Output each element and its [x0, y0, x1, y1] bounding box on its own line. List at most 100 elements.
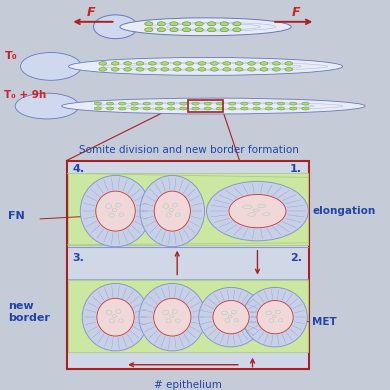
Ellipse shape	[166, 319, 171, 323]
Ellipse shape	[216, 107, 223, 110]
Ellipse shape	[173, 67, 181, 71]
Text: F: F	[291, 6, 300, 19]
Ellipse shape	[273, 67, 280, 71]
Ellipse shape	[223, 62, 231, 65]
Ellipse shape	[229, 107, 236, 110]
Ellipse shape	[136, 62, 144, 65]
Ellipse shape	[80, 176, 151, 247]
Text: Somite division and new border formation: Somite division and new border formation	[79, 145, 299, 155]
Ellipse shape	[157, 22, 165, 26]
Ellipse shape	[176, 213, 180, 216]
Ellipse shape	[207, 28, 216, 32]
Ellipse shape	[155, 107, 163, 110]
Text: 2.: 2.	[290, 253, 302, 263]
Ellipse shape	[183, 22, 191, 26]
Ellipse shape	[207, 22, 216, 26]
Ellipse shape	[223, 67, 231, 71]
Ellipse shape	[119, 319, 124, 322]
Ellipse shape	[225, 319, 230, 322]
Ellipse shape	[192, 107, 199, 110]
Text: elongation: elongation	[312, 206, 376, 216]
Ellipse shape	[99, 62, 107, 65]
Ellipse shape	[161, 67, 169, 71]
Ellipse shape	[260, 67, 268, 71]
Ellipse shape	[241, 102, 248, 105]
Ellipse shape	[275, 310, 280, 314]
Ellipse shape	[113, 315, 117, 318]
Ellipse shape	[211, 67, 218, 71]
Ellipse shape	[234, 319, 239, 322]
Ellipse shape	[143, 102, 151, 105]
Ellipse shape	[302, 107, 309, 110]
Ellipse shape	[229, 102, 236, 105]
Ellipse shape	[258, 204, 266, 208]
Ellipse shape	[120, 18, 291, 35]
Ellipse shape	[119, 102, 126, 105]
Ellipse shape	[149, 67, 156, 71]
Ellipse shape	[97, 298, 134, 336]
Ellipse shape	[140, 176, 205, 247]
Bar	[67, 174, 308, 245]
Ellipse shape	[220, 22, 229, 26]
Text: 3.: 3.	[73, 253, 84, 263]
Ellipse shape	[119, 107, 126, 110]
Ellipse shape	[229, 195, 286, 228]
Ellipse shape	[186, 62, 193, 65]
Ellipse shape	[216, 102, 223, 105]
Ellipse shape	[112, 209, 117, 212]
Ellipse shape	[260, 62, 268, 65]
Ellipse shape	[213, 301, 249, 334]
Ellipse shape	[220, 28, 229, 32]
Ellipse shape	[272, 315, 276, 317]
Ellipse shape	[233, 28, 241, 32]
Ellipse shape	[233, 22, 241, 26]
Ellipse shape	[253, 107, 260, 110]
Ellipse shape	[172, 310, 178, 313]
Ellipse shape	[228, 315, 232, 317]
Ellipse shape	[278, 319, 283, 322]
Ellipse shape	[109, 213, 114, 217]
Ellipse shape	[170, 22, 178, 26]
Ellipse shape	[15, 93, 79, 119]
Ellipse shape	[69, 57, 343, 75]
Ellipse shape	[289, 102, 297, 105]
Ellipse shape	[145, 22, 153, 26]
Ellipse shape	[154, 298, 191, 336]
Ellipse shape	[172, 203, 177, 207]
Ellipse shape	[167, 102, 175, 105]
Ellipse shape	[116, 310, 121, 313]
Ellipse shape	[99, 67, 107, 71]
Ellipse shape	[111, 67, 119, 71]
Ellipse shape	[136, 67, 144, 71]
Ellipse shape	[173, 62, 181, 65]
Ellipse shape	[243, 287, 307, 347]
Text: T₀: T₀	[5, 51, 18, 62]
Ellipse shape	[180, 107, 187, 110]
Ellipse shape	[277, 102, 285, 105]
Ellipse shape	[253, 102, 260, 105]
Text: MET: MET	[312, 317, 337, 327]
Ellipse shape	[192, 102, 199, 105]
Ellipse shape	[166, 213, 171, 217]
Ellipse shape	[105, 204, 112, 208]
Ellipse shape	[96, 191, 135, 231]
Ellipse shape	[198, 62, 206, 65]
Ellipse shape	[139, 284, 206, 351]
Ellipse shape	[204, 107, 211, 110]
Ellipse shape	[186, 67, 193, 71]
Ellipse shape	[235, 67, 243, 71]
Ellipse shape	[265, 102, 273, 105]
Ellipse shape	[265, 107, 273, 110]
Ellipse shape	[285, 67, 292, 71]
Ellipse shape	[273, 62, 280, 65]
Ellipse shape	[262, 213, 269, 216]
Ellipse shape	[199, 287, 263, 347]
Ellipse shape	[248, 62, 255, 65]
Ellipse shape	[169, 209, 173, 212]
Ellipse shape	[111, 62, 119, 65]
Ellipse shape	[131, 107, 138, 110]
Ellipse shape	[169, 315, 174, 318]
Ellipse shape	[149, 62, 156, 65]
Ellipse shape	[82, 284, 149, 351]
Ellipse shape	[155, 102, 163, 105]
